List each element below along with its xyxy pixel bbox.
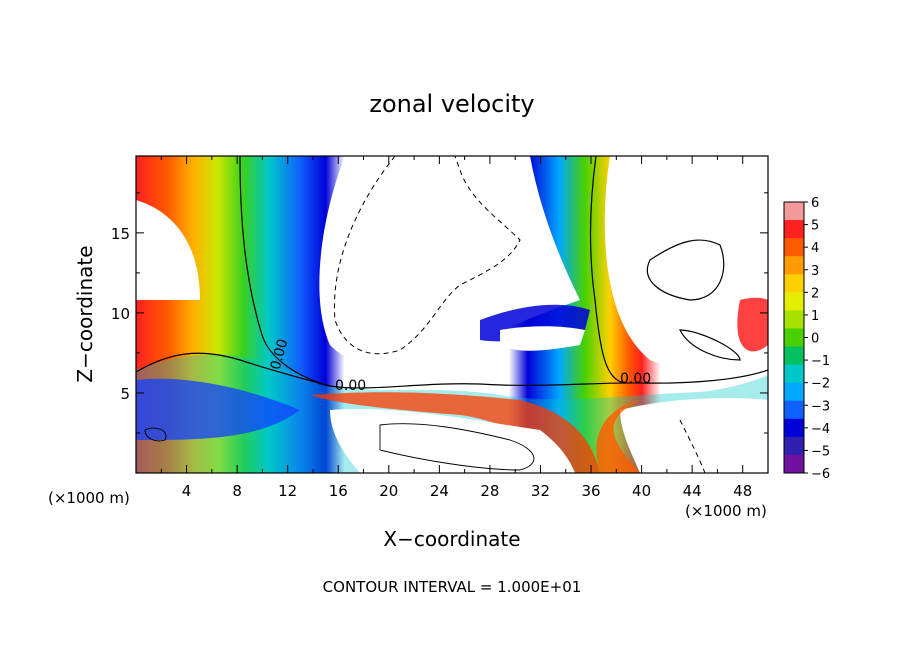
colorbar-swatch bbox=[784, 346, 804, 366]
x-tick-label: 16 bbox=[329, 482, 348, 500]
heatmap-field bbox=[136, 156, 768, 473]
x-tick-label: 12 bbox=[278, 482, 297, 500]
y-axis: 5 10 15 bbox=[111, 192, 768, 434]
y-tick-label: 10 bbox=[111, 305, 130, 323]
colorbar-tick-label: −1 bbox=[811, 354, 830, 369]
contour-lines bbox=[136, 156, 768, 471]
colorbar-swatch bbox=[784, 454, 804, 474]
colorbar-tick-label: 6 bbox=[811, 196, 819, 211]
colorbar-tick-label: 4 bbox=[811, 241, 819, 256]
colorbar-tick-label: −3 bbox=[811, 399, 830, 414]
x-tick-label: 40 bbox=[632, 482, 651, 500]
plot-frame bbox=[135, 155, 769, 474]
colorbar-tick-label: 2 bbox=[811, 286, 819, 301]
colorbar-tick-label: 1 bbox=[811, 309, 819, 324]
x-axis-label: X−coordinate bbox=[383, 527, 520, 551]
colorbar-swatch bbox=[784, 220, 804, 239]
y-axis-label: Z−coordinate bbox=[73, 245, 97, 382]
colorbar-swatch bbox=[784, 382, 804, 402]
colorbar-swatch bbox=[784, 400, 804, 420]
y-tick-label: 5 bbox=[120, 385, 130, 403]
x-tick-label: 20 bbox=[379, 482, 398, 500]
x-unit-left: (×1000 m) bbox=[48, 489, 130, 507]
colorbar-tick-label: 0 bbox=[811, 332, 819, 347]
x-tick-label: 44 bbox=[683, 482, 702, 500]
colorbar-swatch bbox=[784, 364, 804, 384]
colorbar-swatch bbox=[784, 292, 804, 311]
colorbar-swatch bbox=[784, 238, 804, 257]
contour-label: 0.00 bbox=[620, 371, 651, 387]
colorbar-swatch bbox=[784, 310, 804, 329]
x-tick-label: 28 bbox=[480, 482, 499, 500]
colorbar-tick-label: −4 bbox=[811, 422, 830, 437]
contour-label: 0.00 bbox=[335, 378, 366, 394]
colorbar-swatch bbox=[784, 202, 804, 221]
colorbar-swatch bbox=[784, 436, 804, 456]
x-tick-label: 48 bbox=[733, 482, 752, 500]
x-unit-right: (×1000 m) bbox=[685, 502, 767, 520]
chart-title: zonal velocity bbox=[369, 90, 534, 118]
colorbar-swatch bbox=[784, 256, 804, 275]
colorbar-tick-label: −6 bbox=[811, 467, 830, 482]
contour-label: 0.00 bbox=[268, 337, 292, 371]
x-tick-label: 24 bbox=[430, 482, 449, 500]
x-tick-label: 32 bbox=[531, 482, 550, 500]
x-tick-label: 4 bbox=[182, 482, 192, 500]
colorbar: 6 5 4 3 2 1 0 −1 −2 −3 −4 −5 −6 bbox=[783, 196, 830, 482]
colorbar-tick-label: −5 bbox=[811, 444, 830, 459]
colorbar-tick-label: 3 bbox=[811, 264, 819, 279]
x-axis: 4 8 12 16 20 24 28 32 36 40 44 48 bbox=[160, 156, 752, 500]
contour-interval-footer: CONTOUR INTERVAL = 1.000E+01 bbox=[323, 578, 582, 596]
colorbar-swatch bbox=[784, 274, 804, 293]
dashed-contour-lines bbox=[333, 156, 706, 473]
colorbar-swatch bbox=[784, 418, 804, 438]
y-tick-label: 15 bbox=[111, 225, 130, 243]
x-tick-label: 8 bbox=[232, 482, 242, 500]
colorbar-tick-label: 5 bbox=[811, 219, 819, 234]
colorbar-tick-label: −2 bbox=[811, 377, 830, 392]
x-tick-label: 36 bbox=[581, 482, 600, 500]
colorbar-swatch bbox=[784, 328, 804, 348]
